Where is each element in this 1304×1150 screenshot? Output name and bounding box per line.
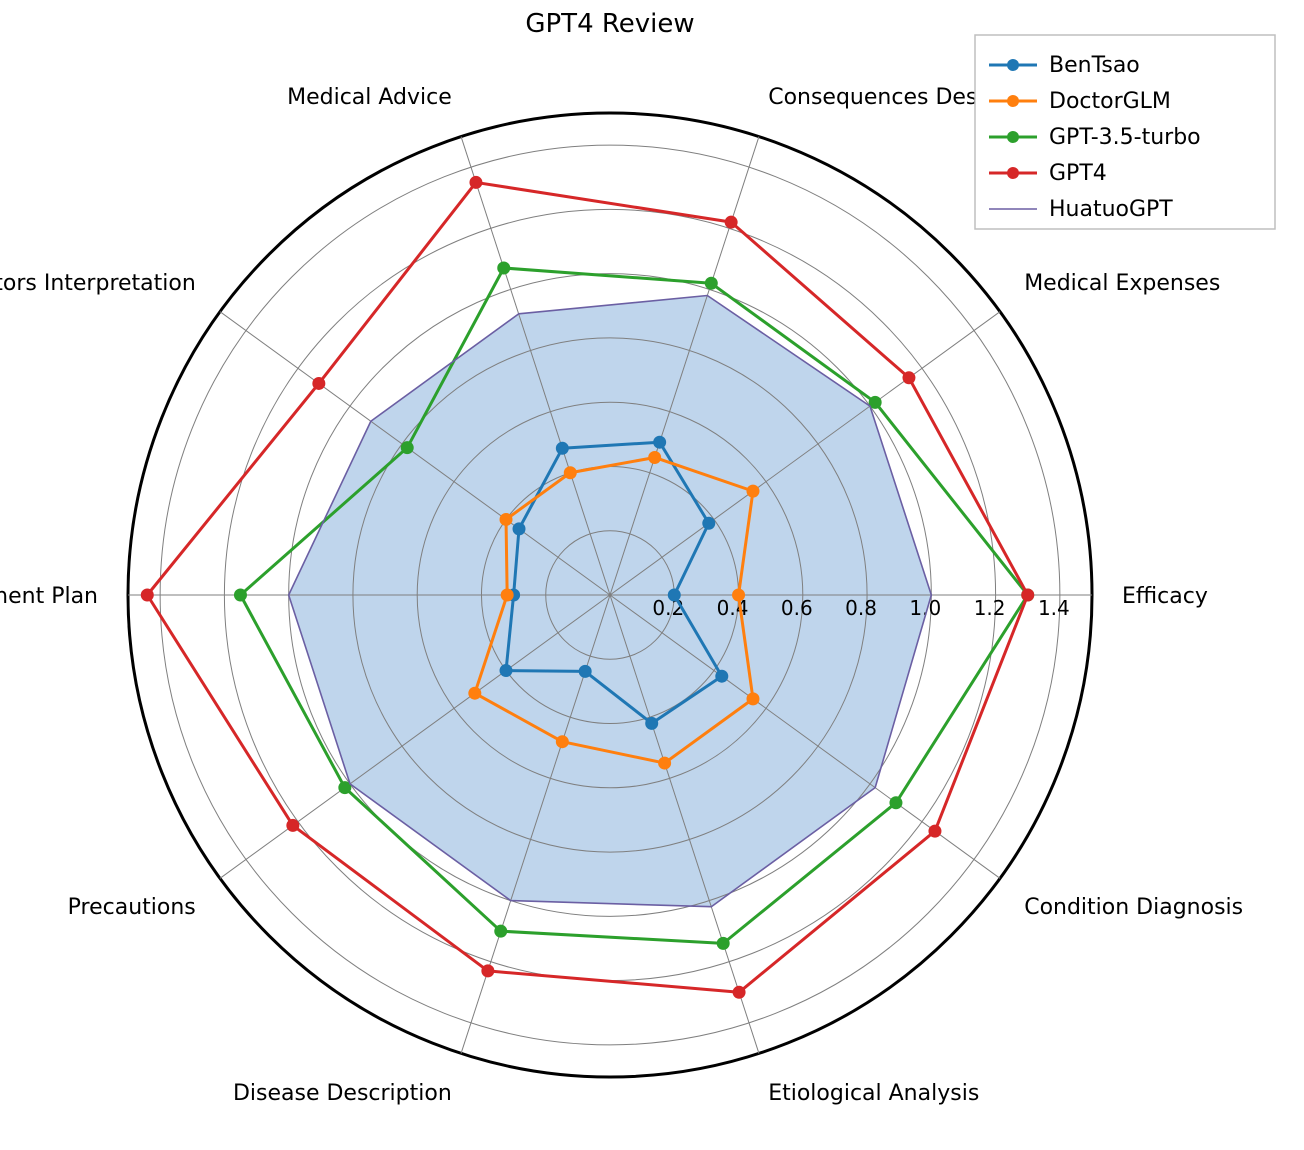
axis-label: Disease Description [233, 1081, 452, 1106]
axis-label: Efficacy [1122, 584, 1208, 609]
axis-label: Precautions [68, 895, 196, 920]
r-tick-label: 0.4 [717, 596, 749, 620]
radar-chart-svg: 0.20.40.60.81.01.21.4EfficacyMedical Exp… [0, 0, 1304, 1150]
series-marker [869, 396, 881, 408]
legend-label: GPT4 [1049, 161, 1107, 186]
series-marker [579, 665, 591, 677]
series-marker [654, 436, 666, 448]
legend-marker [1007, 167, 1019, 179]
series-marker [556, 442, 568, 454]
series-marker [890, 797, 902, 809]
r-tick-label: 1.2 [974, 596, 1006, 620]
series-marker [717, 937, 729, 949]
series-marker [705, 277, 717, 289]
series-marker [725, 216, 737, 228]
series-marker [929, 825, 941, 837]
series-marker [649, 451, 661, 463]
series-marker [668, 589, 680, 601]
series-marker [747, 693, 759, 705]
legend-label: HuatuoGPT [1049, 197, 1173, 222]
r-tick-label: 1.4 [1038, 596, 1070, 620]
series-marker [500, 513, 512, 525]
series-marker [401, 442, 413, 454]
legend-marker [1007, 131, 1019, 143]
series-marker [470, 176, 482, 188]
r-tick-label: 0.2 [652, 596, 684, 620]
series-marker [501, 589, 513, 601]
series-marker [513, 523, 525, 535]
series-marker [903, 372, 915, 384]
series-marker [339, 782, 351, 794]
series-marker [469, 687, 481, 699]
series-marker [747, 485, 759, 497]
series-marker [313, 377, 325, 389]
series-marker [564, 467, 576, 479]
series-marker [495, 925, 507, 937]
series-marker [556, 736, 568, 748]
series-marker [646, 717, 658, 729]
legend-marker [1007, 95, 1019, 107]
series-marker [234, 589, 246, 601]
legend-label: BenTsao [1049, 53, 1140, 78]
chart-title: GPT4 Review [525, 9, 694, 39]
r-tick-label: 0.6 [781, 596, 813, 620]
axis-label: Condition Diagnosis [1024, 895, 1243, 920]
axis-label: Medical Expenses [1024, 271, 1220, 296]
series-marker [659, 757, 671, 769]
series-marker [482, 965, 494, 977]
axis-label: Treatment Plan [0, 584, 98, 609]
legend-label: GPT-3.5-turbo [1049, 125, 1201, 150]
r-tick-label: 0.8 [845, 596, 877, 620]
axis-label: Etiological Analysis [768, 1081, 979, 1106]
radar-chart-container: 0.20.40.60.81.01.21.4EfficacyMedical Exp… [0, 0, 1304, 1150]
legend-label: DoctorGLM [1049, 89, 1171, 114]
legend-marker [1007, 59, 1019, 71]
series-marker [498, 262, 510, 274]
series-marker [1022, 589, 1034, 601]
series-marker [716, 670, 728, 682]
series-marker [703, 517, 715, 529]
axis-label: Indicators Interpretation [0, 271, 196, 296]
series-marker [500, 665, 512, 677]
series-marker [141, 589, 153, 601]
series-marker [733, 589, 745, 601]
series-marker [287, 819, 299, 831]
axis-label: Medical Advice [287, 85, 452, 110]
series-marker [733, 986, 745, 998]
